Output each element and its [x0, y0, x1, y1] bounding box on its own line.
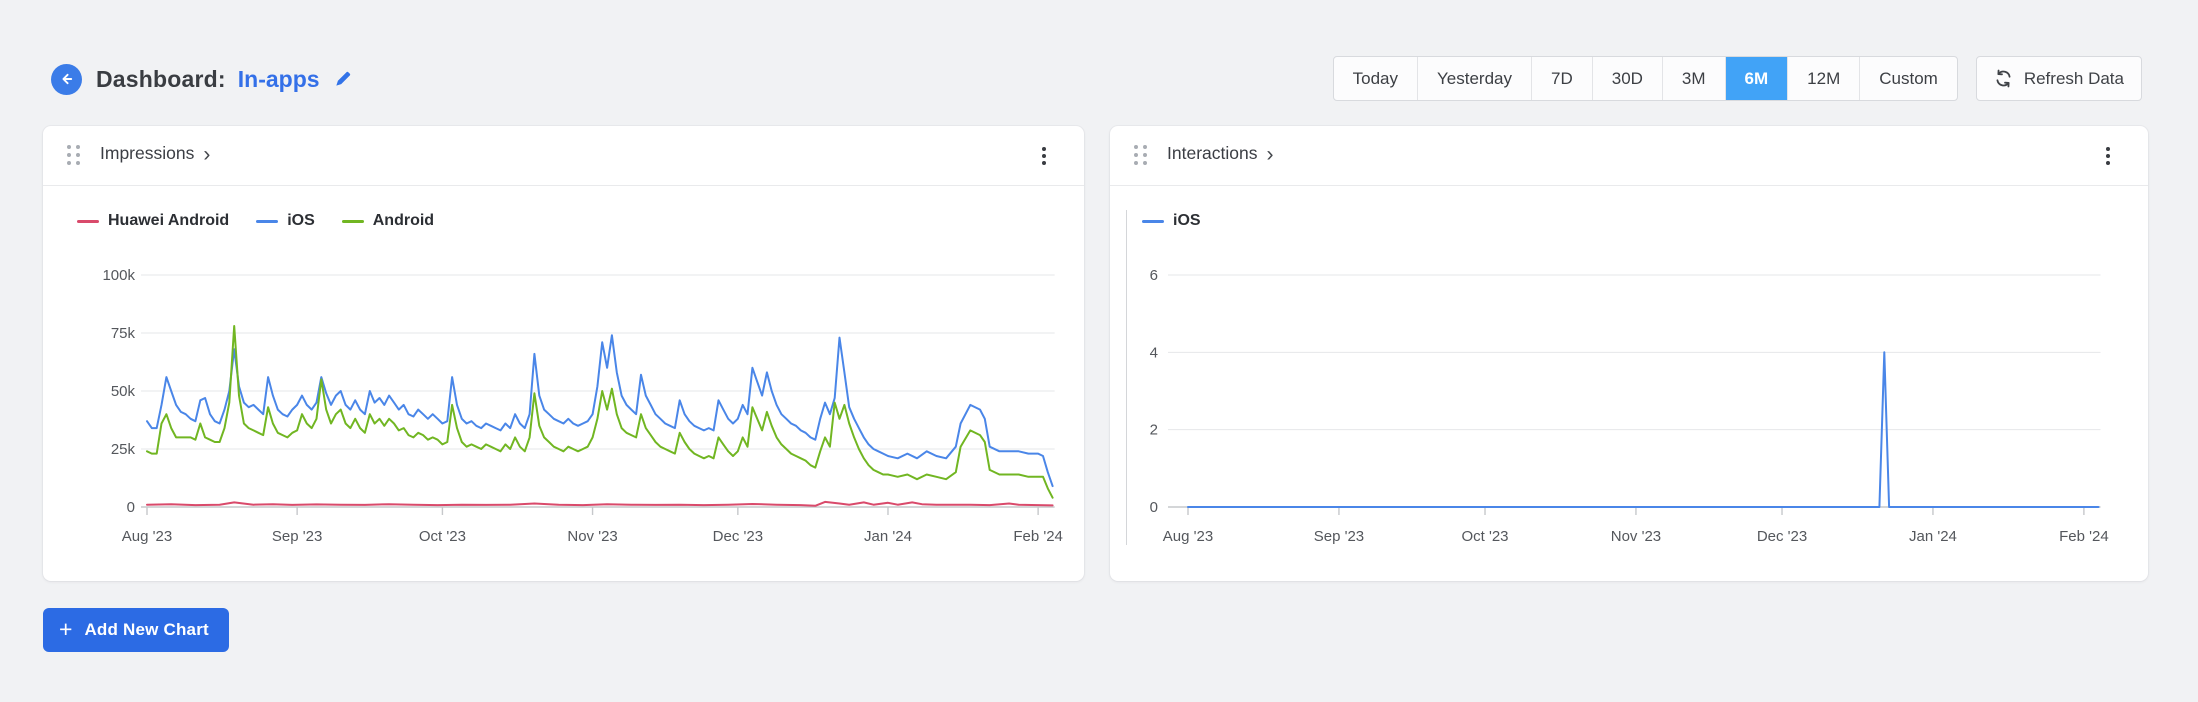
series-line-huawei-android [146, 500, 1054, 507]
card-title: Impressions [100, 143, 195, 163]
time-range-button-yesterday[interactable]: Yesterday [1417, 57, 1531, 100]
legend-item-android[interactable]: Android [341, 212, 435, 230]
time-range-button-6m[interactable]: 6M [1724, 57, 1788, 100]
chevron-right-icon: › [1266, 142, 1274, 166]
card-menu-button[interactable] [1030, 142, 1058, 170]
card-header: Interactions › [1110, 126, 2148, 186]
chart-legend: iOS [1142, 212, 1201, 230]
refresh-label: Refresh Data [2023, 68, 2124, 88]
y-axis-tick-label: 25k [111, 441, 136, 458]
x-axis-tick-label: Aug '23 [1163, 528, 1213, 545]
legend-item-ios[interactable]: iOS [1142, 212, 1201, 230]
y-axis-tick-label: 50k [111, 383, 136, 400]
legend-swatch [341, 219, 364, 223]
x-axis-tick-label: Feb '24 [1013, 528, 1063, 545]
drag-handle-icon[interactable] [1134, 145, 1147, 165]
arrow-left-icon [61, 73, 72, 85]
plus-icon: + [59, 615, 73, 642]
legend-label: Huawei Android [108, 212, 230, 229]
x-axis-tick-label: Sep '23 [1314, 528, 1364, 545]
more-options-icon [1042, 147, 1046, 151]
back-button[interactable] [51, 63, 82, 95]
page-title: Dashboard: [96, 65, 226, 92]
edit-dashboard-button[interactable] [334, 70, 352, 88]
time-range-button-7d[interactable]: 7D [1531, 57, 1592, 100]
y-axis-tick-label: 6 [1150, 267, 1158, 284]
legend-item-ios[interactable]: iOS [256, 212, 315, 230]
x-axis-tick-label: Sep '23 [272, 528, 322, 545]
y-axis-tick-label: 0 [127, 499, 135, 516]
panel-divider [1126, 210, 1127, 545]
drag-handle-icon[interactable] [67, 145, 80, 165]
y-axis-tick-label: 0 [1150, 499, 1158, 516]
add-chart-label: Add New Chart [84, 620, 209, 639]
y-axis-tick-label: 75k [111, 325, 136, 342]
y-axis-tick-label: 100k [102, 267, 135, 284]
legend-label: iOS [287, 212, 315, 229]
card-title-link-interactions[interactable]: Interactions › [1167, 142, 1274, 166]
legend-swatch [256, 219, 279, 223]
refresh-icon [1996, 69, 2011, 88]
time-range-control: Today Yesterday 7D 30D 3M 6M 12M Custom [1332, 56, 1958, 101]
x-axis-tick-label: Dec '23 [713, 528, 763, 545]
impressions-card: Impressions › Huawei Android iOS Android 1… [43, 126, 1084, 581]
dashboard-name-link[interactable]: In-apps [237, 65, 320, 92]
legend-label: Android [372, 212, 435, 229]
interactions-card: Interactions › iOS 6 4 2 0 Aug '23 Sep '23 Oct… [1110, 126, 2148, 581]
time-range-button-today[interactable]: Today [1334, 57, 1417, 100]
x-axis-tick-label: Jan '24 [864, 528, 912, 545]
x-axis-tick-label: Nov '23 [1611, 528, 1661, 545]
more-options-icon [2106, 147, 2110, 151]
x-axis-tick-label: Jan '24 [1909, 528, 1957, 545]
x-axis-tick-label: Oct '23 [419, 528, 466, 545]
card-title-link-impressions[interactable]: Impressions › [100, 142, 211, 166]
y-axis-tick-label: 2 [1150, 422, 1158, 439]
time-range-button-custom[interactable]: Custom [1859, 57, 1957, 100]
legend-label: iOS [1173, 212, 1201, 229]
card-header: Impressions › [43, 126, 1084, 186]
time-range-button-12m[interactable]: 12M [1787, 57, 1859, 100]
x-axis-tick-label: Dec '23 [1757, 528, 1807, 545]
legend-swatch [1142, 219, 1164, 223]
impressions-chart: 100k 75k 50k 25k 0 Aug '23 Sep '23 Oct '23 Nov '… [102, 267, 1063, 545]
edit-icon [335, 71, 350, 86]
x-axis-tick-label: Feb '24 [2059, 528, 2109, 545]
series-line-ios [1187, 351, 2100, 508]
chart-legend: Huawei Android iOS Android [77, 212, 434, 230]
chevron-right-icon: › [203, 142, 211, 166]
page-header: Dashboard: In-apps [51, 56, 352, 102]
y-axis-tick-label: 4 [1150, 344, 1158, 361]
time-range-button-3m[interactable]: 3M [1661, 57, 1725, 100]
header-controls: Today Yesterday 7D 30D 3M 6M 12M Custom Refresh… [1332, 56, 2142, 101]
interactions-chart: 6 4 2 0 Aug '23 Sep '23 Oct '23 Nov '23 Dec '23 J… [1150, 267, 2109, 545]
card-title: Interactions [1167, 143, 1258, 163]
add-new-chart-button[interactable]: + Add New Chart [43, 608, 229, 652]
legend-swatch [77, 219, 99, 223]
series-line-android [146, 325, 1054, 499]
time-range-button-30d[interactable]: 30D [1591, 57, 1662, 100]
series-line-ios [146, 334, 1054, 488]
x-axis-tick-label: Aug '23 [122, 528, 172, 545]
x-axis-tick-label: Oct '23 [1461, 528, 1508, 545]
refresh-data-button[interactable]: Refresh Data [1975, 56, 2142, 101]
x-axis-tick-label: Nov '23 [567, 528, 617, 545]
legend-item-huawei-android[interactable]: Huawei Android [77, 212, 229, 230]
card-menu-button[interactable] [2094, 142, 2122, 170]
